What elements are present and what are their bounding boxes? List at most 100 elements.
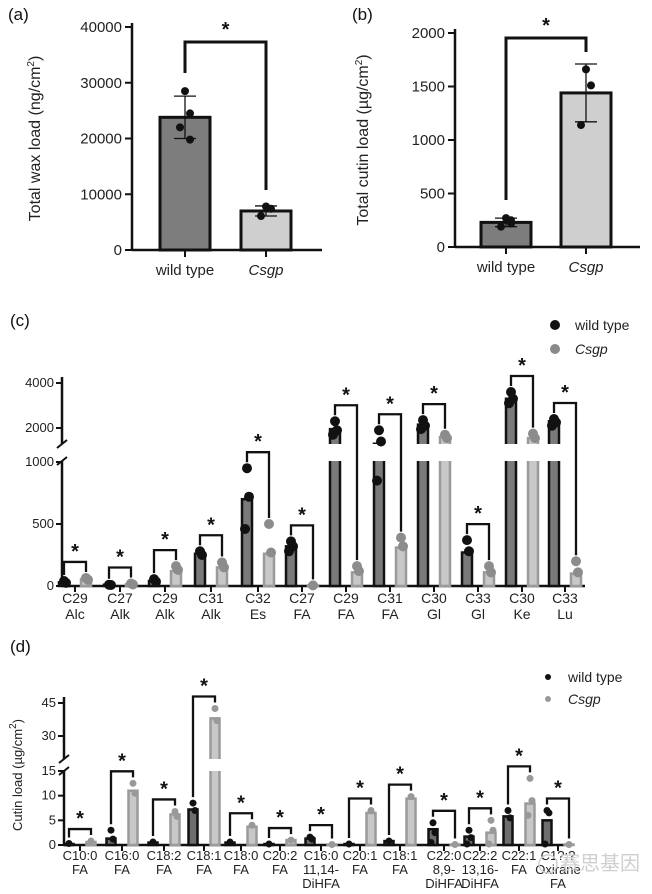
x-tick-label: FA bbox=[72, 862, 88, 877]
data-point bbox=[328, 429, 338, 440]
significance-star: * bbox=[161, 529, 169, 551]
significance-star: * bbox=[254, 431, 262, 453]
axis-break-mark bbox=[58, 754, 70, 764]
x-tick-label: Alk bbox=[201, 606, 221, 622]
y-tick-label: 10000 bbox=[80, 186, 122, 203]
x-tick-label: FA bbox=[550, 876, 566, 891]
significance-bracket bbox=[62, 560, 88, 576]
data-point bbox=[464, 546, 474, 557]
x-tick-label: Gl bbox=[471, 606, 485, 622]
data-point bbox=[398, 541, 408, 552]
data-point bbox=[487, 816, 495, 824]
significance-star: * bbox=[222, 19, 230, 41]
significance-bracket bbox=[431, 809, 457, 839]
data-point bbox=[128, 579, 138, 590]
data-point bbox=[372, 475, 382, 486]
y-tick-label: 5 bbox=[49, 812, 56, 827]
data-point bbox=[211, 705, 219, 712]
x-tick-label: FA bbox=[114, 862, 130, 877]
x-tick-label: FA bbox=[511, 862, 527, 877]
bar-wild-type bbox=[372, 442, 386, 588]
x-tick-label: Csgp bbox=[248, 262, 283, 279]
x-tick-label: C16:0 bbox=[105, 848, 140, 863]
x-tick-label: C29 bbox=[152, 590, 178, 606]
data-point bbox=[330, 416, 340, 427]
y-tick-label: 20000 bbox=[80, 131, 122, 148]
significance-bracket bbox=[289, 524, 315, 580]
panel-label: (b) bbox=[352, 5, 373, 24]
data-point bbox=[547, 420, 557, 431]
significance-star: * bbox=[118, 750, 126, 772]
data-point bbox=[267, 204, 275, 213]
significance-bracket bbox=[377, 413, 403, 532]
x-tick-label: Ke bbox=[513, 606, 530, 622]
data-point bbox=[429, 819, 437, 827]
significance-bracket bbox=[552, 401, 578, 556]
significance-star: * bbox=[71, 541, 79, 563]
x-tick-label: C29 bbox=[333, 590, 359, 606]
significance-star: * bbox=[386, 393, 394, 415]
y-axis-label-text: Total wax load (ng/cm2) bbox=[26, 56, 44, 222]
data-point bbox=[506, 814, 514, 822]
data-point bbox=[545, 809, 553, 817]
significance-star: * bbox=[396, 764, 404, 786]
data-point bbox=[587, 81, 595, 90]
significance-bracket bbox=[152, 549, 178, 574]
significance-bracket bbox=[198, 534, 224, 557]
bar-break-gap bbox=[415, 444, 431, 461]
bar-csgp bbox=[239, 209, 293, 252]
legend-label-wild-type: wild type bbox=[574, 317, 630, 333]
data-point bbox=[571, 556, 581, 567]
x-tick-label: FA bbox=[233, 862, 249, 877]
data-point bbox=[287, 836, 295, 844]
data-point bbox=[345, 840, 353, 848]
data-point bbox=[189, 799, 197, 807]
significance-bracket bbox=[245, 451, 271, 518]
significance-bracket bbox=[506, 765, 532, 805]
x-tick-label: FA bbox=[293, 606, 311, 622]
data-point bbox=[367, 806, 375, 814]
data-point bbox=[109, 835, 117, 843]
data-point bbox=[83, 574, 93, 585]
data-point bbox=[266, 547, 276, 558]
panel-label: (d) bbox=[10, 637, 31, 656]
bar-wild-type bbox=[460, 551, 474, 588]
x-tick-label: Lu bbox=[557, 606, 573, 622]
bar-csgp bbox=[524, 802, 536, 847]
data-point bbox=[504, 398, 514, 409]
significance-bracket bbox=[67, 827, 93, 838]
y-axis-label: Total wax load (ng/cm2) bbox=[26, 56, 44, 222]
significance-bracket bbox=[151, 798, 177, 837]
data-point bbox=[244, 491, 254, 502]
bar-csgp bbox=[262, 552, 276, 588]
data-point bbox=[106, 580, 116, 591]
y-tick-label: 45 bbox=[42, 695, 56, 710]
x-tick-label: C33 bbox=[465, 590, 491, 606]
bar-csgp bbox=[246, 825, 258, 847]
significance-bracket bbox=[308, 823, 334, 839]
data-point bbox=[107, 826, 115, 834]
significance-star: * bbox=[474, 503, 482, 525]
y-tick-label: 10 bbox=[42, 788, 56, 803]
significance-star: * bbox=[160, 778, 168, 800]
x-tick-label: C33 bbox=[552, 590, 578, 606]
x-tick-label: wild type bbox=[476, 259, 535, 276]
panel-label: (a) bbox=[8, 5, 29, 24]
data-point bbox=[308, 580, 318, 591]
legend-marker-csgp bbox=[545, 696, 551, 702]
x-tick-label: C29 bbox=[62, 590, 88, 606]
data-point bbox=[565, 841, 573, 849]
data-point bbox=[129, 779, 137, 787]
data-point bbox=[265, 840, 273, 848]
x-tick-label: C22:2 bbox=[463, 848, 498, 863]
data-point bbox=[219, 562, 229, 573]
x-tick-label: FA bbox=[196, 862, 212, 877]
y-tick-label: 30000 bbox=[80, 75, 122, 92]
significance-bracket bbox=[228, 812, 254, 837]
x-tick-label: C20:1 bbox=[343, 848, 378, 863]
x-tick-label: FA bbox=[272, 862, 288, 877]
legend-marker-csgp bbox=[550, 344, 560, 354]
significance-star: * bbox=[200, 676, 208, 698]
data-point bbox=[497, 222, 505, 231]
bar-csgp bbox=[209, 717, 221, 847]
